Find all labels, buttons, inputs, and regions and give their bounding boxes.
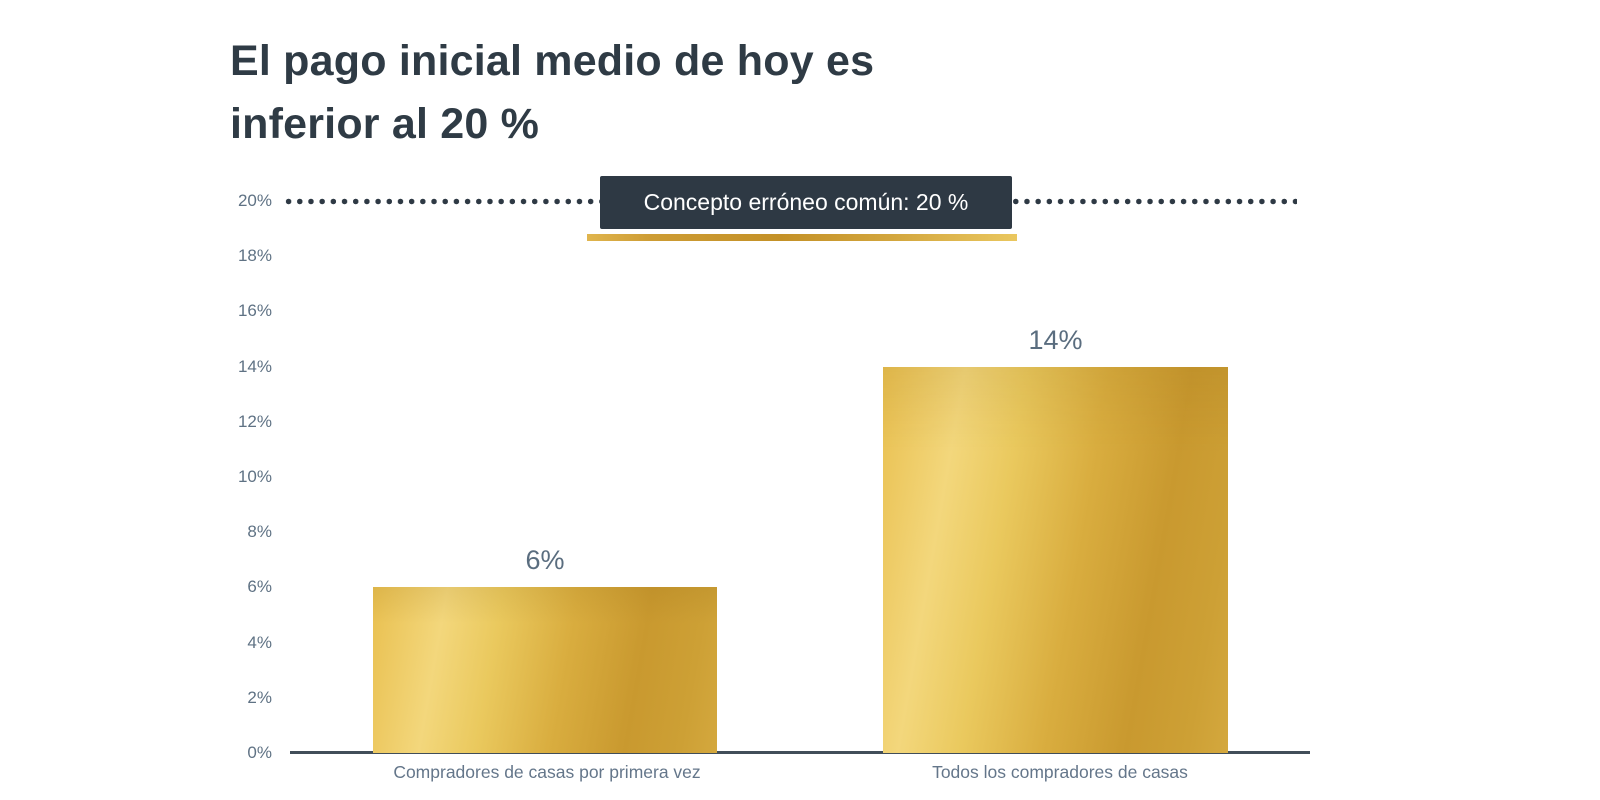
bar-value-label: 14%: [1028, 324, 1083, 355]
y-axis-tick-label: 14%: [237, 356, 272, 376]
y-axis-tick-label: 10%: [237, 467, 272, 486]
x-axis-line: [290, 751, 1310, 754]
x-axis-category-label: Todos los compradores de casas: [932, 762, 1188, 782]
chart-title-line-2: inferior al 20 %: [230, 100, 540, 148]
chart-title: El pago inicial medio de hoy es inferior…: [230, 30, 874, 156]
bar: [373, 587, 717, 753]
callout-gold-underline: [587, 234, 1017, 241]
y-axis-tick-label: 2%: [247, 687, 272, 707]
chart-title-line-1: El pago inicial medio de hoy es: [230, 37, 875, 85]
y-axis-tick-label: 16%: [237, 301, 272, 321]
misconception-callout: Concepto erróneo común: 20 %: [600, 176, 1012, 229]
y-axis-tick-label: 6%: [247, 577, 272, 597]
y-axis-tick-label: 4%: [247, 632, 272, 652]
x-axis-category-label: Compradores de casas por primera vez: [393, 762, 701, 782]
y-axis-tick-label: 18%: [237, 246, 272, 266]
misconception-callout-label: Concepto erróneo común: 20 %: [643, 189, 969, 215]
y-axis-tick-label: 8%: [247, 522, 272, 542]
y-axis-tick-label: 20%: [237, 191, 272, 210]
y-axis-tick-label: 0%: [247, 743, 272, 762]
y-axis-tick-label: 12%: [237, 411, 272, 431]
bar: [883, 366, 1228, 753]
bar-value-label: 6%: [525, 545, 565, 576]
